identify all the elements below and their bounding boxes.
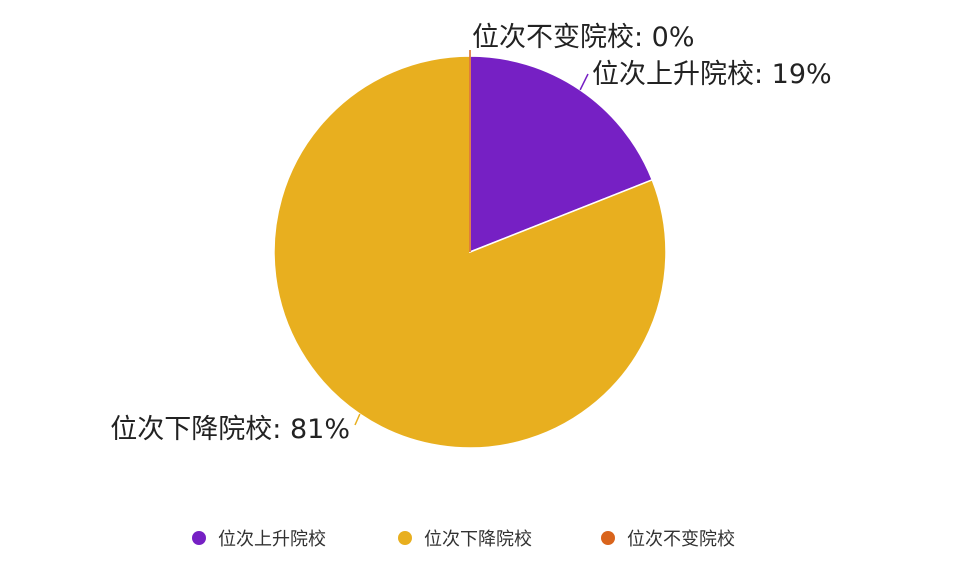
- pie-slice-rising[interactable]: [469, 55, 654, 254]
- legend-item-falling[interactable]: 位次下降院校: [398, 529, 532, 550]
- slice-label-unchanged: 位次不变院校: 0%: [472, 22, 695, 53]
- leader-lines: [354, 50, 589, 426]
- slice-label-rising: 位次上升院校: 19%: [592, 59, 832, 90]
- legend: 位次上升院校 位次下降院校 位次不变院校: [192, 529, 735, 550]
- legend-label-unchanged: 位次不变院校: [627, 529, 735, 550]
- leader-line-rising: [579, 73, 589, 91]
- pie-slices: [273, 55, 667, 449]
- legend-item-unchanged[interactable]: 位次不变院校: [601, 529, 735, 550]
- legend-item-rising[interactable]: 位次上升院校: [192, 529, 326, 550]
- legend-marker-rising: [192, 531, 206, 545]
- slice-label-falling: 位次下降院校: 81%: [110, 414, 350, 445]
- leader-line-falling: [354, 413, 361, 426]
- legend-marker-unchanged: [601, 531, 615, 545]
- legend-marker-falling: [398, 531, 412, 545]
- legend-label-rising: 位次上升院校: [218, 529, 326, 550]
- legend-label-falling: 位次下降院校: [424, 529, 532, 550]
